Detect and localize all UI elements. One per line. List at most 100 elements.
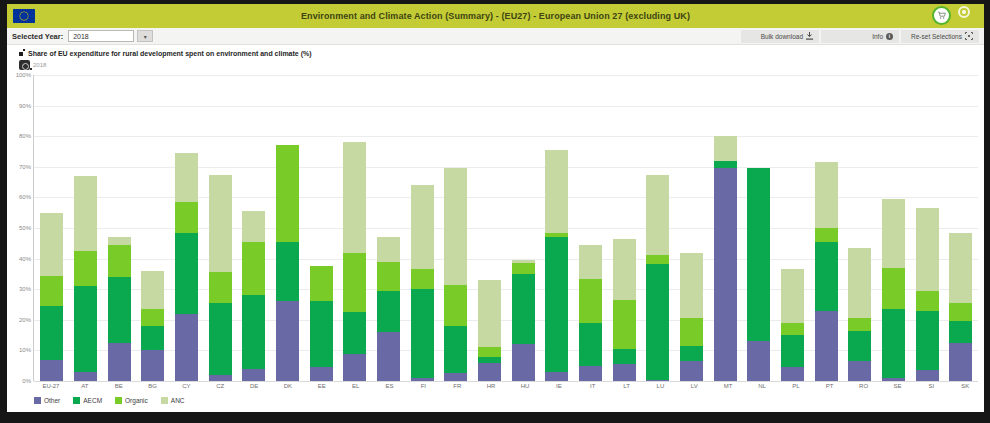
bar-RO[interactable] [848,248,871,381]
reset-selections-button[interactable]: Re-set Selections [901,30,979,43]
bar-segment-HR-Other[interactable] [478,363,501,381]
bar-segment-IE-ANC[interactable] [545,150,568,233]
bar-segment-DE-Other[interactable] [242,369,265,381]
legend-item-Organic[interactable]: Organic [115,397,148,404]
bar-segment-DK-AECM[interactable] [276,242,299,302]
app-logo-badge[interactable] [932,6,951,25]
bar-segment-EE-Organic[interactable] [310,266,333,301]
bar-segment-CY-ANC[interactable] [175,153,198,202]
bar-segment-BG-ANC[interactable] [141,271,164,309]
bar-BE[interactable] [108,237,131,381]
bar-LU[interactable] [646,175,669,381]
bar-segment-SK-Organic[interactable] [949,303,972,321]
bar-segment-EL-ANC[interactable] [343,142,366,252]
bar-segment-FR-Organic[interactable] [444,285,467,326]
bar-LV[interactable] [680,253,703,381]
bar-PT[interactable] [815,162,838,381]
bar-segment-MT-AECM[interactable] [714,161,737,169]
bar-segment-SK-Other[interactable] [949,343,972,381]
bar-segment-SE-Other[interactable] [882,378,905,381]
bar-AT[interactable] [74,176,97,381]
bar-segment-ES-AECM[interactable] [377,291,400,332]
bar-DK[interactable] [276,145,299,381]
bar-segment-HR-Organic[interactable] [478,347,501,356]
bar-segment-LU-Organic[interactable] [646,255,669,264]
bar-segment-FI-Other[interactable] [411,378,434,381]
bar-SI[interactable] [916,208,939,381]
legend-item-Other[interactable]: Other [34,397,60,404]
bar-segment-LU-AECM[interactable] [646,264,669,380]
bar-segment-SI-Other[interactable] [916,370,939,381]
bar-segment-SI-Organic[interactable] [916,291,939,311]
bar-segment-IT-Other[interactable] [579,366,602,381]
bar-segment-CZ-AECM[interactable] [209,303,232,375]
bulk-download-button[interactable]: Bulk download [741,30,819,43]
bar-segment-IT-AECM[interactable] [579,323,602,366]
bar-segment-EE-Other[interactable] [310,367,333,381]
bar-segment-PL-Other[interactable] [781,367,804,381]
bar-segment-RO-AECM[interactable] [848,331,871,362]
bar-segment-LV-Other[interactable] [680,361,703,381]
bar-segment-BG-Organic[interactable] [141,309,164,326]
bar-segment-AT-AECM[interactable] [74,286,97,372]
year-dropdown-button[interactable]: ▾ [137,30,153,42]
bar-SK[interactable] [949,233,972,381]
bar-DE[interactable] [242,211,265,381]
bar-segment-LT-AECM[interactable] [613,349,636,364]
bar-segment-LV-AECM[interactable] [680,346,703,361]
bar-segment-FI-ANC[interactable] [411,185,434,269]
bar-segment-BE-AECM[interactable] [108,277,131,343]
bar-segment-SI-ANC[interactable] [916,208,939,291]
bar-segment-PL-AECM[interactable] [781,335,804,367]
bar-HR[interactable] [478,280,501,381]
bar-segment-MT-ANC[interactable] [714,136,737,161]
bar-segment-PL-Organic[interactable] [781,323,804,335]
bar-segment-SK-AECM[interactable] [949,321,972,342]
bar-segment-HU-Other[interactable] [512,344,535,381]
snapshot-camera-icon[interactable] [19,60,30,70]
bar-segment-CY-AECM[interactable] [175,233,198,314]
selected-year-value[interactable]: 2018 [68,30,134,42]
bar-segment-BG-Other[interactable] [141,350,164,381]
bar-segment-LT-Organic[interactable] [613,300,636,349]
bar-segment-DE-AECM[interactable] [242,295,265,368]
bar-segment-SK-ANC[interactable] [949,233,972,303]
bar-segment-DK-Other[interactable] [276,301,299,381]
bar-EU-27[interactable] [40,213,63,381]
bar-PL[interactable] [781,269,804,381]
bar-segment-SE-AECM[interactable] [882,309,905,378]
bar-IT[interactable] [579,245,602,381]
legend-item-ANC[interactable]: ANC [161,397,185,404]
bar-segment-LT-Other[interactable] [613,364,636,381]
bar-segment-PT-Other[interactable] [815,311,838,381]
bar-segment-MT-Other[interactable] [714,168,737,381]
bar-segment-AT-ANC[interactable] [74,176,97,251]
bar-LT[interactable] [613,239,636,381]
target-icon[interactable] [958,6,970,18]
bar-segment-CY-Other[interactable] [175,314,198,381]
bar-segment-NL-Other[interactable] [747,341,770,381]
bar-segment-IE-AECM[interactable] [545,237,568,372]
bar-segment-LU-Other[interactable] [646,380,669,381]
bar-IE[interactable] [545,150,568,381]
bar-segment-RO-Organic[interactable] [848,318,871,330]
bar-segment-EU-27-Organic[interactable] [40,276,63,307]
info-button[interactable]: Info i [821,30,899,43]
bar-FR[interactable] [444,168,467,381]
bar-segment-EL-AECM[interactable] [343,312,366,353]
bar-segment-FR-ANC[interactable] [444,168,467,284]
bar-segment-SI-AECM[interactable] [916,311,939,371]
bar-segment-SE-Organic[interactable] [882,268,905,309]
bar-CY[interactable] [175,153,198,381]
bar-segment-LV-Organic[interactable] [680,318,703,346]
bar-segment-IT-ANC[interactable] [579,245,602,279]
bar-segment-HR-ANC[interactable] [478,280,501,347]
bar-HU[interactable] [512,260,535,381]
bar-segment-CZ-Other[interactable] [209,375,232,381]
bar-segment-ES-Other[interactable] [377,332,400,381]
bar-FI[interactable] [411,185,434,381]
bar-segment-AT-Other[interactable] [74,372,97,381]
bar-segment-EU-27-Other[interactable] [40,360,63,381]
bar-segment-RO-Other[interactable] [848,361,871,381]
bar-segment-IE-Other[interactable] [545,372,568,381]
